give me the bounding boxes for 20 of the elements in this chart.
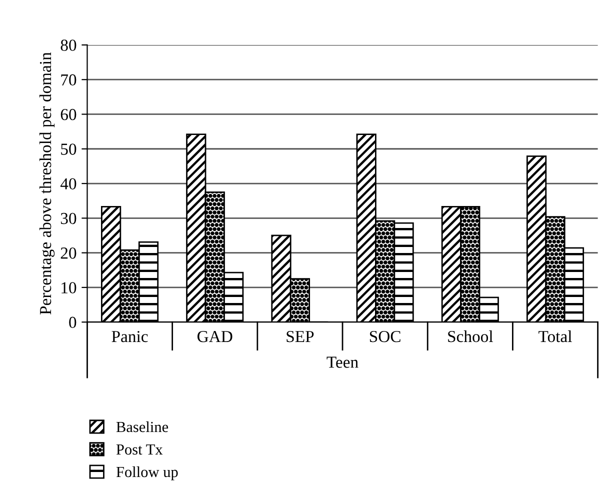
y-tick-label: 50 [61, 144, 76, 155]
x-tick-label: SEP [286, 330, 314, 342]
y-tick-label: 80 [60, 40, 76, 51]
x-axis-title: Teen [326, 356, 358, 368]
y-tick-label: 30 [60, 212, 76, 224]
x-tick-label: SOC [370, 330, 400, 342]
x-tick-label: GAD [198, 330, 232, 342]
legend-label: Follow up [116, 466, 178, 480]
legend-label: Post Tx [116, 444, 163, 455]
y-tick-label: 0 [69, 316, 76, 328]
x-tick-label: School [448, 330, 493, 342]
y-tick-label: 20 [60, 248, 76, 259]
y-tick-label: 10 [62, 282, 76, 294]
y-axis-title: Percentage above threshold per domain [39, 52, 55, 314]
y-tick-label: 60 [60, 108, 76, 120]
x-tick-label: Total [538, 330, 572, 342]
y-tick-label: 40 [60, 178, 76, 190]
legend-label: Baseline [116, 421, 168, 432]
y-tick-label: 70 [61, 74, 76, 86]
x-tick-label: Panic [112, 330, 148, 342]
